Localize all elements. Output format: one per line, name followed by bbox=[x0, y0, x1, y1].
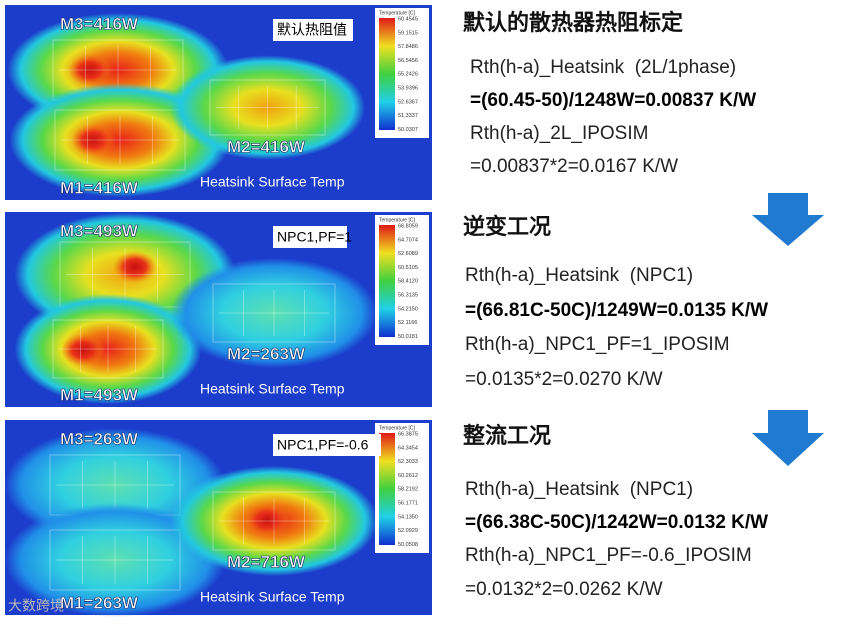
hot-spot bbox=[71, 124, 115, 156]
hot-spot bbox=[68, 54, 112, 86]
legend-value: 52.0929 bbox=[398, 528, 418, 534]
legend-value: 66.8059 bbox=[398, 223, 418, 229]
heat-zone bbox=[169, 55, 366, 160]
legend-value: 58.2192 bbox=[398, 487, 418, 493]
text-line: =0.00837*2=0.0167 K/W bbox=[470, 156, 678, 177]
legend-value: 66.3875 bbox=[398, 431, 418, 437]
watermark: 大数跨境 bbox=[8, 598, 64, 614]
caption: Heatsink Surface Temp bbox=[200, 589, 345, 605]
legend-bar bbox=[379, 18, 395, 130]
hot-spot bbox=[245, 504, 289, 536]
text-line: =(66.38C-50C)/1242W=0.0132 K/W bbox=[465, 512, 768, 533]
module-outline bbox=[52, 319, 164, 379]
legend-bar bbox=[379, 225, 395, 337]
tag-box bbox=[273, 19, 353, 41]
legend-value: 52.1166 bbox=[398, 320, 417, 326]
tag-label: NPC1,PF=-0.6 bbox=[277, 437, 369, 453]
tag-box bbox=[273, 226, 347, 248]
module-outline bbox=[212, 283, 336, 343]
text-line: =0.0132*2=0.0262 K/W bbox=[465, 579, 663, 600]
legend-value: 56.1771 bbox=[398, 500, 418, 506]
legend-value: 50.0508 bbox=[398, 542, 418, 548]
tag-box bbox=[273, 434, 381, 456]
tag-label: NPC1,PF=1 bbox=[277, 229, 352, 245]
text-line: =0.0135*2=0.0270 K/W bbox=[465, 369, 663, 390]
legend-value: 64.3454 bbox=[398, 445, 418, 451]
module-outline bbox=[209, 79, 326, 136]
legend-title: Temperature [C] bbox=[379, 425, 415, 431]
text-line: Rth(h-a)_Heatsink (NPC1) bbox=[465, 265, 693, 286]
caption: Heatsink Surface Temp bbox=[200, 381, 345, 397]
legend-value: 57.8486 bbox=[398, 44, 418, 50]
text-line: Rth(h-a)_Heatsink (2L/1phase) bbox=[470, 57, 736, 78]
heading: 逆变工况 bbox=[463, 214, 551, 239]
text-line: Rth(h-a)_2L_IPOSIM bbox=[470, 123, 648, 144]
legend-title: Temperature [C] bbox=[379, 217, 415, 223]
legend-value: 50.0307 bbox=[398, 127, 418, 133]
arrow bbox=[752, 193, 824, 466]
legend-value: 58.4120 bbox=[398, 279, 418, 285]
module-outline bbox=[54, 109, 186, 171]
power-label: M1=263W bbox=[60, 593, 139, 612]
power-label: M1=493W bbox=[60, 385, 139, 404]
power-label: M2=716W bbox=[227, 552, 306, 571]
heading: 整流工况 bbox=[463, 423, 551, 448]
heading: 默认的散热器热阻标定 bbox=[463, 10, 683, 35]
legend-value: 54.2150 bbox=[398, 306, 418, 312]
module-outline bbox=[212, 491, 336, 551]
heat-zone bbox=[170, 257, 378, 369]
legend-value: 53.9396 bbox=[398, 85, 418, 91]
power-label: M2=416W bbox=[227, 137, 306, 156]
legend-value: 51.3337 bbox=[398, 113, 418, 119]
legend-value: 60.4545 bbox=[398, 16, 418, 22]
power-label: M3=493W bbox=[60, 221, 139, 240]
legend-bar bbox=[379, 433, 395, 545]
module-outline bbox=[49, 529, 181, 591]
power-label: M3=263W bbox=[60, 429, 139, 448]
legend-value: 52.6367 bbox=[398, 99, 418, 105]
text-line: =(66.81C-50C)/1249W=0.0135 K/W bbox=[465, 300, 768, 321]
legend-value: 56.5456 bbox=[398, 58, 418, 64]
legend-value: 60.2612 bbox=[398, 473, 418, 479]
tag-label: 默认热阻值 bbox=[277, 22, 347, 38]
text-line: Rth(h-a)_Heatsink (NPC1) bbox=[465, 479, 693, 500]
legend-title: Temperature [C] bbox=[379, 10, 415, 16]
heat-zone bbox=[14, 293, 202, 405]
legend-value: 62.6089 bbox=[398, 251, 418, 257]
hot-spot bbox=[113, 251, 157, 283]
heat-zone bbox=[4, 503, 226, 617]
caption: Heatsink Surface Temp bbox=[200, 174, 345, 190]
hot-spot bbox=[61, 334, 105, 366]
power-label: M1=416W bbox=[60, 178, 139, 197]
thermal-image: Temperature [C]66.3875 64.3454 62.3033 60.2… bbox=[4, 420, 432, 617]
legend-value: 59.1515 bbox=[398, 30, 418, 36]
legend-value: 62.3033 bbox=[398, 459, 418, 465]
power-label: M2=263W bbox=[227, 344, 306, 363]
legend-value: 56.3135 bbox=[398, 292, 418, 298]
legend-value: 54.1350 bbox=[398, 514, 418, 520]
text-line: Rth(h-a)_NPC1_PF=-0.6_IPOSIM bbox=[465, 545, 752, 566]
power-label: M3=416W bbox=[60, 14, 139, 33]
thermal-image: Temperature [C]60.4545 59.1515 57.8486 56.5… bbox=[5, 5, 432, 200]
legend-value: 55.2426 bbox=[398, 72, 418, 78]
thermal-image: Temperature [C]66.8059 64.7074 62.6089 60.5… bbox=[5, 212, 432, 407]
text-line: =(60.45-50)/1248W=0.00837 K/W bbox=[470, 90, 756, 111]
text-line: Rth(h-a)_NPC1_PF=1_IPOSIM bbox=[465, 334, 730, 355]
legend-value: 64.7074 bbox=[398, 237, 418, 243]
legend-value: 50.0181 bbox=[398, 334, 418, 340]
legend-value: 60.5105 bbox=[398, 265, 418, 271]
